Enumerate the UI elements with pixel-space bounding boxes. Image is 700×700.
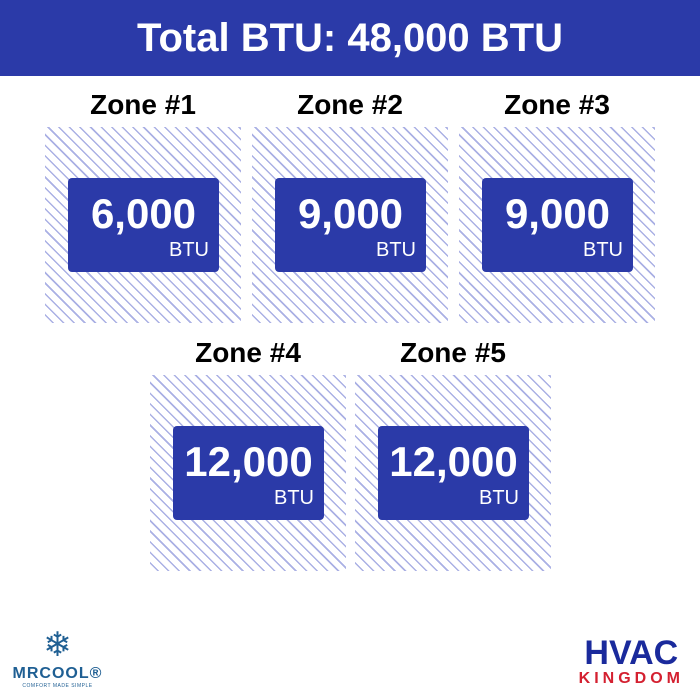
zone-1: Zone #1 6,000 BTU <box>45 89 241 323</box>
zone-title: Zone #1 <box>90 89 196 120</box>
zone-4: Zone #4 12,000 BTU <box>150 337 346 571</box>
btu-card: 12,000 BTU <box>378 426 529 520</box>
zone-title: Zone #5 <box>400 337 506 368</box>
btu-unit: BTU <box>274 487 314 509</box>
btu-unit: BTU <box>169 239 209 261</box>
zone-3: Zone #3 9,000 BTU <box>459 89 655 323</box>
btu-value: 9,000 <box>297 190 404 237</box>
btu-card: 9,000 BTU <box>275 178 426 272</box>
mrcool-tagline: COMFORT MADE SIMPLE <box>22 683 93 689</box>
btu-value: 12,000 <box>184 438 313 485</box>
btu-card: 12,000 BTU <box>173 426 324 520</box>
mrcool-logo: ❄ MRCOOL® COMFORT MADE SIMPLE <box>10 625 105 689</box>
btu-unit: BTU <box>583 239 623 261</box>
btu-card: 6,000 BTU <box>68 178 219 272</box>
kingdom-text: KINGDOM <box>578 670 684 687</box>
hvac-kingdom-logo: HVAC KINGDOM <box>579 636 684 688</box>
zone-title: Zone #3 <box>504 89 610 120</box>
btu-card: 9,000 BTU <box>482 178 633 272</box>
zone-2: Zone #2 9,000 BTU <box>252 89 448 323</box>
btu-unit: BTU <box>479 487 519 509</box>
btu-unit: BTU <box>376 239 416 261</box>
polar-bear-icon: ❄ <box>43 626 72 664</box>
zone-title: Zone #4 <box>195 337 301 368</box>
btu-value: 9,000 <box>504 190 611 237</box>
hvac-text: HVAC <box>584 634 679 672</box>
btu-value: 6,000 <box>90 190 197 237</box>
zone-5: Zone #5 12,000 BTU <box>355 337 551 571</box>
header-title: Total BTU: 48,000 BTU <box>137 15 563 60</box>
zone-title: Zone #2 <box>297 89 403 120</box>
btu-value: 12,000 <box>389 438 518 485</box>
mrcool-name: MRCOOL® <box>12 665 103 682</box>
total-btu-header: Total BTU: 48,000 BTU <box>0 0 700 76</box>
